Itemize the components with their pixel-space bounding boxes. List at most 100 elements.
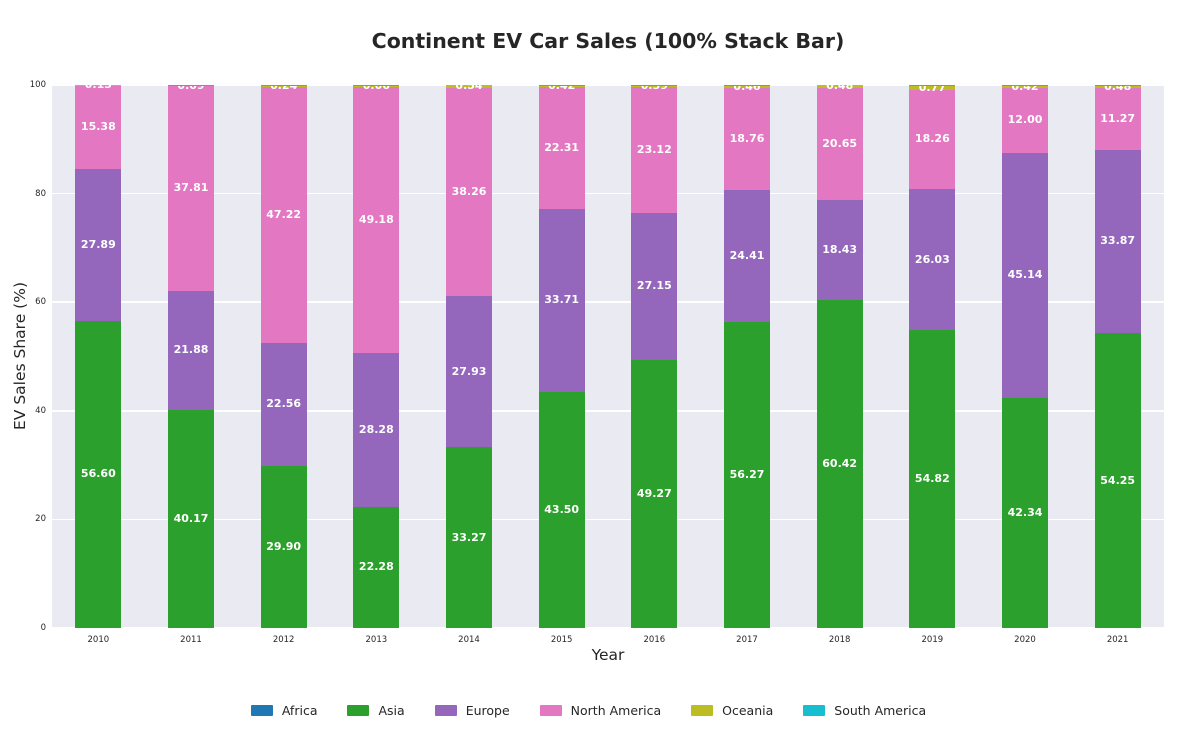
y-tick-label: 80 [35, 188, 46, 199]
bar-segment [909, 85, 956, 86]
bar-value-label: 60.42 [822, 456, 858, 470]
bar-segment [631, 87, 678, 213]
bar-segment [75, 85, 122, 86]
legend-item-africa: Africa [250, 703, 318, 718]
bar-segment [353, 85, 400, 87]
bar-segment [445, 295, 493, 448]
bar-value-label: 21.88 [173, 343, 209, 357]
bar-value-label: 18.76 [729, 131, 765, 145]
legend-swatch [347, 705, 370, 716]
legend-swatch [250, 705, 273, 716]
x-tick-label: 2019 [921, 635, 944, 645]
bar-value-label: 47.22 [266, 207, 302, 221]
plot-area: 0.0056.6027.8915.380.130.0040.1721.8837.… [52, 85, 1164, 628]
bar-value-label: 0.39 [640, 85, 668, 93]
x-tick-label: 2018 [828, 635, 851, 645]
bar-value-label: 11.27 [1100, 111, 1136, 125]
bar-segment [75, 85, 122, 170]
x-tick-label: 2021 [1106, 635, 1129, 645]
bar-segment [167, 85, 215, 292]
y-tick-label: 0 [40, 623, 46, 633]
bar-value-label: 24.41 [729, 249, 765, 263]
legend: Africa Asia Europe North America Oceania Sout… [0, 703, 1177, 718]
legend-item-north-america: North America [539, 703, 661, 718]
bar-segment [260, 85, 307, 87]
legend-label: Europe [465, 703, 510, 718]
bar-value-label: 0.42 [548, 85, 576, 93]
bar-value-label: 12.00 [1007, 113, 1043, 127]
bar-value-label: 40.17 [173, 511, 209, 525]
bar-value-label: 26.03 [914, 252, 950, 266]
bar-segment [1094, 85, 1141, 89]
bar-value-label: 0.42 [1011, 85, 1039, 93]
bar-segment [538, 391, 585, 628]
chart-title: Continent EV Car Sales (100% Stack Bar) [371, 29, 845, 53]
bar-segment [353, 353, 400, 507]
bar-value-label: 22.28 [358, 560, 394, 574]
bar-segment [1094, 85, 1141, 86]
bar-segment [1094, 149, 1141, 334]
legend-label: Africa [281, 703, 318, 718]
bar-value-label: 38.26 [451, 184, 487, 198]
legend-item-europe: Europe [434, 703, 510, 718]
y-tick-label: 60 [35, 297, 46, 308]
bar-segment [353, 86, 400, 354]
x-tick-label: 2015 [550, 635, 573, 645]
legend-item-asia: Asia [347, 703, 405, 718]
bar-segment [538, 85, 585, 88]
bar-segment [1001, 152, 1049, 399]
bar-segment [631, 85, 678, 88]
bar-segment [909, 85, 956, 90]
bar-segment [260, 86, 307, 344]
bar-segment [75, 169, 122, 321]
bar-value-label: 33.87 [1100, 234, 1136, 248]
bar-value-label: 18.26 [914, 132, 950, 146]
bar-segment [631, 360, 678, 628]
bar-value-label: 0.24 [270, 85, 298, 93]
bar-segment [1001, 87, 1049, 153]
legend-label: Oceania [722, 703, 774, 718]
legend-swatch [803, 705, 826, 716]
bar-segment [1094, 88, 1141, 150]
legend-swatch [691, 705, 714, 716]
bar-value-label: 45.14 [1007, 268, 1043, 282]
bar-value-label: 27.89 [80, 237, 116, 251]
bar-segment [816, 199, 863, 300]
x-tick-label: 2016 [643, 635, 666, 645]
bar-value-label: 22.56 [266, 397, 302, 411]
x-tick-label: 2020 [1014, 635, 1036, 645]
bar-segment [1001, 398, 1049, 628]
bar-value-label: 0.77 [918, 85, 946, 94]
legend-item-oceania: Oceania [691, 703, 773, 718]
bar-value-label: 0.06 [362, 85, 390, 93]
y-tick-label: 100 [29, 80, 46, 90]
bar-value-label: 15.38 [80, 120, 116, 134]
y-tick-label: 40 [35, 405, 46, 416]
legend-item-south-america: South America [803, 703, 926, 718]
bar-segment [167, 409, 215, 628]
legend-label: South America [834, 703, 927, 718]
bar-value-label: 37.81 [173, 181, 209, 195]
bar-value-label: 49.18 [358, 212, 394, 226]
gridline [52, 518, 1164, 521]
bar-segment [538, 87, 585, 209]
bar-value-label: 0.09 [177, 85, 204, 92]
bar-segment [909, 188, 956, 331]
bar-segment [260, 343, 307, 466]
bar-segment [445, 85, 493, 88]
bar-segment [723, 322, 771, 628]
legend-label: Asia [378, 703, 405, 718]
bar-value-label: 54.82 [914, 472, 950, 486]
bar-value-label: 0.48 [1104, 85, 1132, 93]
bar-segment [445, 447, 493, 628]
x-tick-label: 2013 [365, 635, 388, 645]
bar-segment [1001, 85, 1049, 88]
x-tick-label: 2011 [180, 635, 202, 645]
bar-value-label: 29.90 [266, 539, 302, 553]
y-tick-label: 20 [35, 514, 46, 525]
x-tick-label: 2017 [736, 635, 758, 645]
bar-segment [723, 189, 771, 323]
bar-value-label: 27.93 [451, 364, 487, 378]
gridline [52, 192, 1164, 195]
